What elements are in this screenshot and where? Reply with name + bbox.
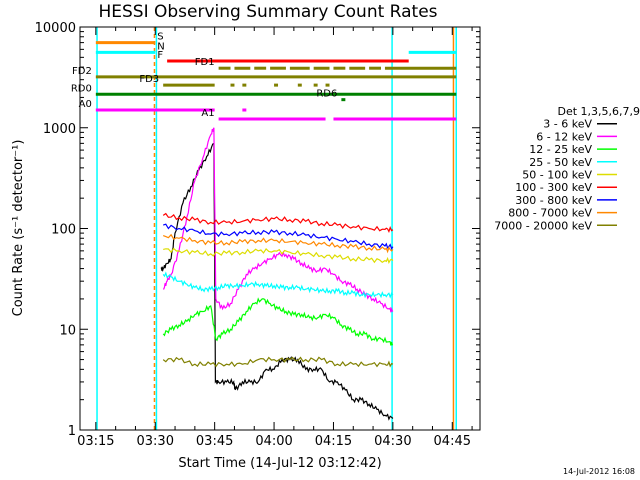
x-tick-label-1: 03:30	[137, 434, 174, 449]
series-6-12keV-line	[163, 127, 394, 313]
x-tick-label-5: 04:30	[374, 434, 411, 449]
flag-label-f: F	[157, 50, 163, 61]
legend-label-2: 12 - 25 keV	[529, 143, 592, 156]
x-tick-label-0: 03:15	[77, 434, 114, 449]
legend-label-3: 25 - 50 keV	[529, 156, 592, 169]
series-50-100keV-line	[163, 247, 394, 265]
series-25-50keV-line	[162, 271, 394, 299]
series-300-800keV-line	[163, 223, 394, 251]
y-tick-label-4: 10000	[35, 21, 76, 36]
legend-label-0: 3 - 6 keV	[543, 118, 592, 131]
x-tick-label-4: 04:15	[315, 434, 352, 449]
y-tick-label-2: 100	[51, 223, 76, 238]
flag-label-a1: A1	[201, 108, 214, 119]
legend-label-4: 50 - 100 keV	[522, 169, 592, 182]
timestamp: 14-Jul-2012 16:08	[563, 467, 635, 476]
flag-label-fd1: FD1	[195, 57, 215, 68]
chart-title: HESSI Observing Summary Count Rates	[98, 2, 437, 22]
flag-label-fd2: FD2	[72, 66, 92, 77]
data-series	[160, 127, 394, 421]
x-axis-label: Start Time (14-Jul-12 03:12:42)	[178, 456, 381, 471]
x-tick-label-3: 04:00	[255, 434, 292, 449]
series-7000-20000keV-line	[162, 356, 394, 368]
series-3-6keV-line	[160, 142, 394, 421]
series-100-300keV-line	[162, 212, 394, 234]
plot-frame	[79, 26, 481, 431]
axes: 03:15 03:30 03:45 04:00 04:15 04:30 04:45 1 10 10…	[35, 21, 481, 449]
legend-label-6: 300 - 800 keV	[515, 194, 592, 207]
y-tick-label-1: 10	[59, 323, 76, 338]
y-axis-label: Count Rate (s⁻¹ detector⁻¹)	[11, 140, 26, 317]
legend-label-8: 7000 - 20000 keV	[494, 219, 592, 232]
series-12-25keV-line	[162, 297, 394, 346]
legend-label-1: 6 - 12 keV	[536, 130, 592, 143]
y-tick-label-0: 1	[68, 424, 76, 439]
flag-label-rd6: RD6	[316, 89, 337, 100]
flag-label-n: N	[157, 41, 164, 52]
flag-label-s: S	[157, 32, 163, 43]
flag-label-a0: A0	[79, 99, 92, 110]
legend-label-7: 800 - 7000 keV	[508, 207, 592, 220]
flag-bars: SNF FD1 FD2 FD3 RD0 RD6 A0 A1	[71, 32, 457, 121]
legend-title: Det 1,3,5,6,7,9	[557, 105, 640, 118]
x-tick-label-6: 04:45	[434, 434, 471, 449]
series-800-7000keV-line	[162, 233, 394, 254]
legend-label-5: 100 - 300 keV	[515, 181, 592, 194]
x-tick-label-2: 03:45	[196, 434, 233, 449]
y-tick-label-3: 1000	[43, 122, 76, 137]
flag-label-rd0: RD0	[71, 83, 92, 94]
flag-label-fd3: FD3	[139, 74, 159, 85]
plot-area	[96, 27, 457, 430]
